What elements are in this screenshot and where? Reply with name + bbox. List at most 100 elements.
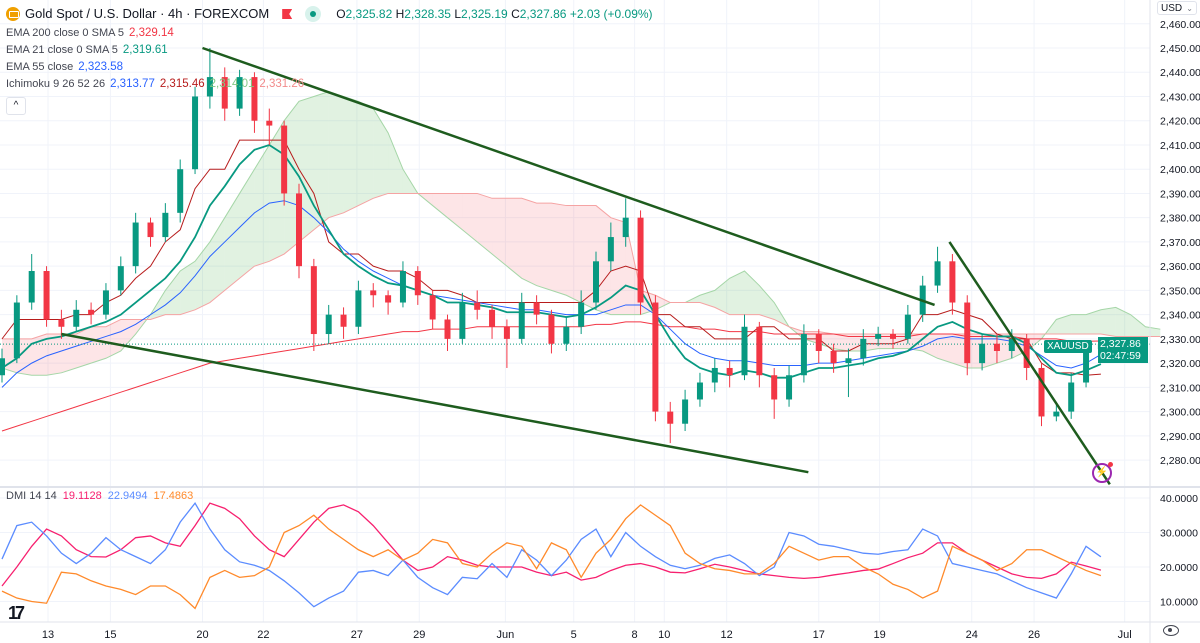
candle-body <box>429 295 436 320</box>
trendline[interactable] <box>202 46 935 307</box>
last-price: 2,327.86 <box>1100 338 1141 350</box>
price-tick-label: 2,320.00 <box>1160 358 1200 370</box>
cloud-segment <box>1115 307 1131 337</box>
indicator-label: EMA 21 close 0 SMA 5 <box>6 43 118 56</box>
candle-body <box>281 125 288 194</box>
dmi-series-line <box>1 504 1102 610</box>
cloud-segment <box>952 334 968 368</box>
candle-body <box>578 302 585 327</box>
time-tick-label: 12 <box>721 629 733 641</box>
candle-body <box>993 343 1000 351</box>
cloud-segment <box>1056 314 1072 335</box>
time-tick-label: 22 <box>257 629 269 641</box>
trendline[interactable] <box>61 332 809 474</box>
candle-body <box>414 271 421 296</box>
time-tick-label: Jul <box>1118 629 1132 641</box>
indicator-value: 2,314.01 <box>209 77 255 90</box>
cloud-segment <box>224 193 240 291</box>
cloud-segment <box>195 241 210 310</box>
candle-body <box>845 358 852 364</box>
dmi-value: 17.4863 <box>153 490 194 502</box>
candle-body <box>236 77 243 109</box>
price-tick-label: 2,450.00 <box>1160 43 1200 55</box>
candle-body <box>696 382 703 400</box>
candle-body <box>830 351 837 364</box>
time-tick-label: 10 <box>658 629 670 641</box>
price-tick-label: 2,420.00 <box>1160 116 1200 128</box>
trendline[interactable] <box>948 241 1111 486</box>
collapse-legend-button[interactable]: ^ <box>6 97 26 115</box>
symbol-row[interactable]: Gold Spot / U.S. Dollar · 4h · FOREXCOM … <box>6 4 653 24</box>
cloud-segment <box>299 96 314 242</box>
visibility-eye-icon[interactable] <box>1163 625 1179 636</box>
price-tick-label: 2,330.00 <box>1160 334 1200 346</box>
indicator-legend-row[interactable]: EMA 21 close 0 SMA 5 2,319.61 <box>6 41 653 58</box>
price-tick-label: 2,460.00 <box>1160 19 1200 31</box>
candle-body <box>726 367 733 376</box>
ohlc-values: O2,325.82 H2,328.35 L2,325.19 C2,327.86 … <box>336 7 653 21</box>
currency-label: USD <box>1161 3 1183 14</box>
candle-body <box>13 302 20 359</box>
cloud-segment <box>343 96 359 213</box>
chevron-down-icon: ⌄ <box>1186 4 1193 13</box>
price-tick-label: 2,310.00 <box>1160 382 1200 394</box>
candle-body <box>1008 338 1015 351</box>
dmi-tick-label: 40.0000 <box>1160 493 1198 505</box>
candle-body <box>800 334 807 376</box>
symbol-title[interactable]: Gold Spot / U.S. Dollar · 4h · FOREXCOM <box>25 6 270 21</box>
candle-body <box>652 302 659 412</box>
indicator-legend-row[interactable]: EMA 55 close 2,323.58 <box>6 58 653 75</box>
cloud-segment <box>967 334 983 368</box>
candle-body <box>756 326 763 376</box>
time-tick-label: 15 <box>104 629 116 641</box>
lightning-icon[interactable]: ⚡ <box>1092 462 1113 483</box>
indicator-legend-row[interactable]: EMA 200 close 0 SMA 5 2,329.14 <box>6 24 653 41</box>
candle-body <box>741 326 748 376</box>
cloud-segment <box>982 334 997 368</box>
cloud-segment <box>610 217 626 315</box>
gold-logo-icon <box>6 7 20 21</box>
currency-dropdown[interactable]: USD ⌄ <box>1157 1 1197 15</box>
cloud-segment <box>313 91 329 230</box>
candle-body <box>682 399 689 424</box>
trendlines[interactable] <box>61 46 1111 486</box>
time-tick-label: 17 <box>813 629 825 641</box>
time-tick-label: 26 <box>1028 629 1040 641</box>
cloud-segment <box>209 217 225 303</box>
price-tick-label: 2,340.00 <box>1160 310 1200 322</box>
candle-body <box>102 290 109 315</box>
indicator-label: EMA 200 close 0 SMA 5 <box>6 26 125 39</box>
time-tick-label: 20 <box>196 629 208 641</box>
candles <box>0 48 1104 444</box>
candle-body <box>162 212 169 238</box>
cloud-segment <box>269 120 285 262</box>
cloud-segment <box>388 132 403 194</box>
time-tick-label: Jun <box>497 629 515 641</box>
flag-icon[interactable] <box>282 9 293 19</box>
candle-body <box>875 334 882 339</box>
cloud-segment <box>328 91 344 218</box>
cloud-segment <box>1071 314 1087 335</box>
price-tick-label: 2,390.00 <box>1160 188 1200 200</box>
indicator-value: 2,329.14 <box>129 26 174 39</box>
candle-body <box>934 261 941 286</box>
cloud-segment <box>744 271 760 315</box>
candle-body <box>251 77 258 121</box>
candle-body <box>637 217 644 303</box>
price-tick-label: 2,410.00 <box>1160 140 1200 152</box>
candle-body <box>489 309 496 327</box>
indicator-value: 2,319.61 <box>122 43 168 56</box>
tradingview-logo[interactable]: 17 <box>8 603 25 623</box>
candle-body <box>533 302 540 315</box>
legend: Gold Spot / U.S. Dollar · 4h · FOREXCOM … <box>6 4 653 92</box>
cloud-segment <box>878 334 893 349</box>
candle-body <box>310 266 317 335</box>
candle-body <box>206 77 213 97</box>
cloud-segment <box>165 271 181 315</box>
candle-body <box>325 314 332 335</box>
candle-body <box>815 334 822 351</box>
indicator-legend-row[interactable]: Ichimoku 9 26 52 26 2,313.77 2,315.46 2,314… <box>6 75 653 92</box>
cloud-segment <box>863 334 879 351</box>
